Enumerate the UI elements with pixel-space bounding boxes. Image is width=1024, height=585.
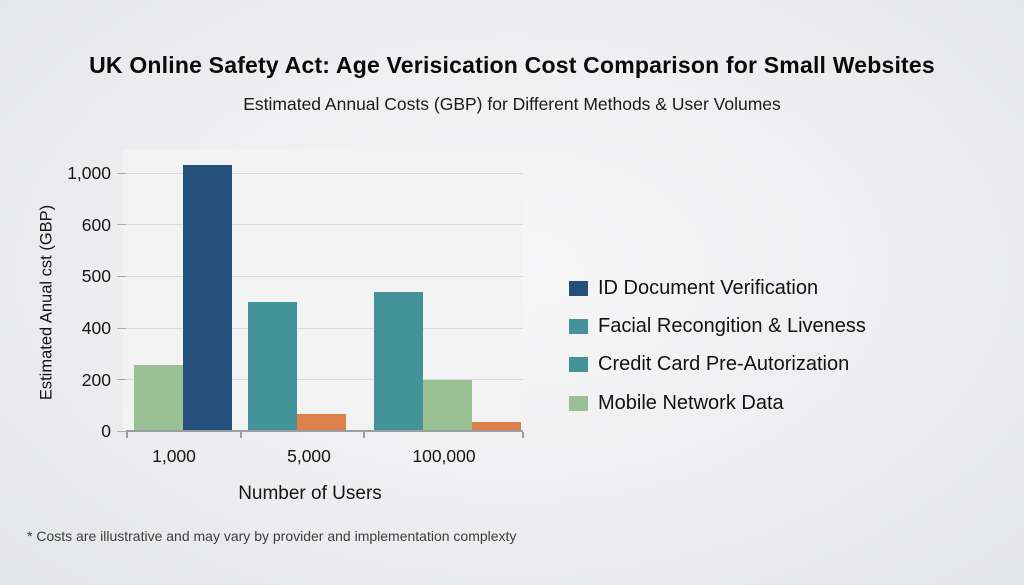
gridline [123, 379, 523, 381]
legend-item-label: Mobile Network Data [598, 391, 784, 414]
x-axis-tick [363, 432, 365, 438]
y-axis-tick [117, 172, 126, 174]
legend-item-label: Facial Recongition & Liveness [598, 314, 866, 337]
gridline [123, 275, 523, 277]
y-tick-label: 500 [81, 266, 111, 287]
bar-navy [183, 165, 232, 432]
legend-item-label: Credit Card Pre-Autorization [598, 352, 850, 375]
chart-subtitle: Estimated Annual Costs (GBP) for Differe… [243, 94, 781, 114]
x-tick-label: 1,000 [152, 446, 196, 466]
x-tick-label: 100,000 [412, 446, 476, 466]
gridline [123, 172, 523, 174]
bar-teal [248, 302, 297, 432]
bar-teal [374, 291, 423, 432]
y-axis-tick [117, 327, 126, 329]
y-axis-title: Estimated Anual cst (GBP) [37, 204, 56, 401]
y-axis-tick [117, 275, 126, 277]
y-tick-label: 600 [81, 214, 111, 235]
y-axis-tick [117, 224, 126, 226]
legend-item: Mobile Network Data [569, 392, 784, 414]
y-tick-label: 0 [101, 421, 111, 442]
y-tick-label: 1,000 [67, 163, 111, 184]
gridline [123, 224, 523, 226]
navy-legend-swatch [569, 280, 588, 296]
x-axis-title: Number of Users [238, 483, 382, 504]
x-tick-label: 5,000 [287, 446, 331, 466]
y-axis-tick [117, 430, 126, 432]
y-tick-label: 400 [81, 318, 111, 338]
gridline [123, 327, 523, 329]
green-legend-swatch [569, 395, 588, 411]
legend-item: Facial Recongition & Liveness [569, 315, 866, 337]
teal-legend-swatch [569, 356, 588, 372]
bar-orange [472, 422, 521, 432]
bar-green [423, 379, 472, 432]
x-axis-tick [522, 432, 524, 438]
legend-item: Credit Card Pre-Autorization [569, 353, 849, 375]
teal-legend-swatch [569, 318, 588, 334]
footnote: * Costs are illustrative and may vary by… [27, 528, 517, 544]
legend-item-label: ID Document Verification [598, 276, 819, 299]
bar-orange [297, 414, 346, 432]
x-axis-tick [240, 432, 242, 438]
legend-item: ID Document Verification [569, 277, 818, 299]
x-axis-tick [126, 432, 128, 438]
x-axis-line [126, 430, 523, 432]
y-axis-tick [117, 379, 126, 381]
y-tick-label: 200 [81, 369, 111, 390]
bar-green [134, 365, 183, 432]
chart-title: UK Online Safety Act: Age Verisication C… [89, 52, 935, 78]
